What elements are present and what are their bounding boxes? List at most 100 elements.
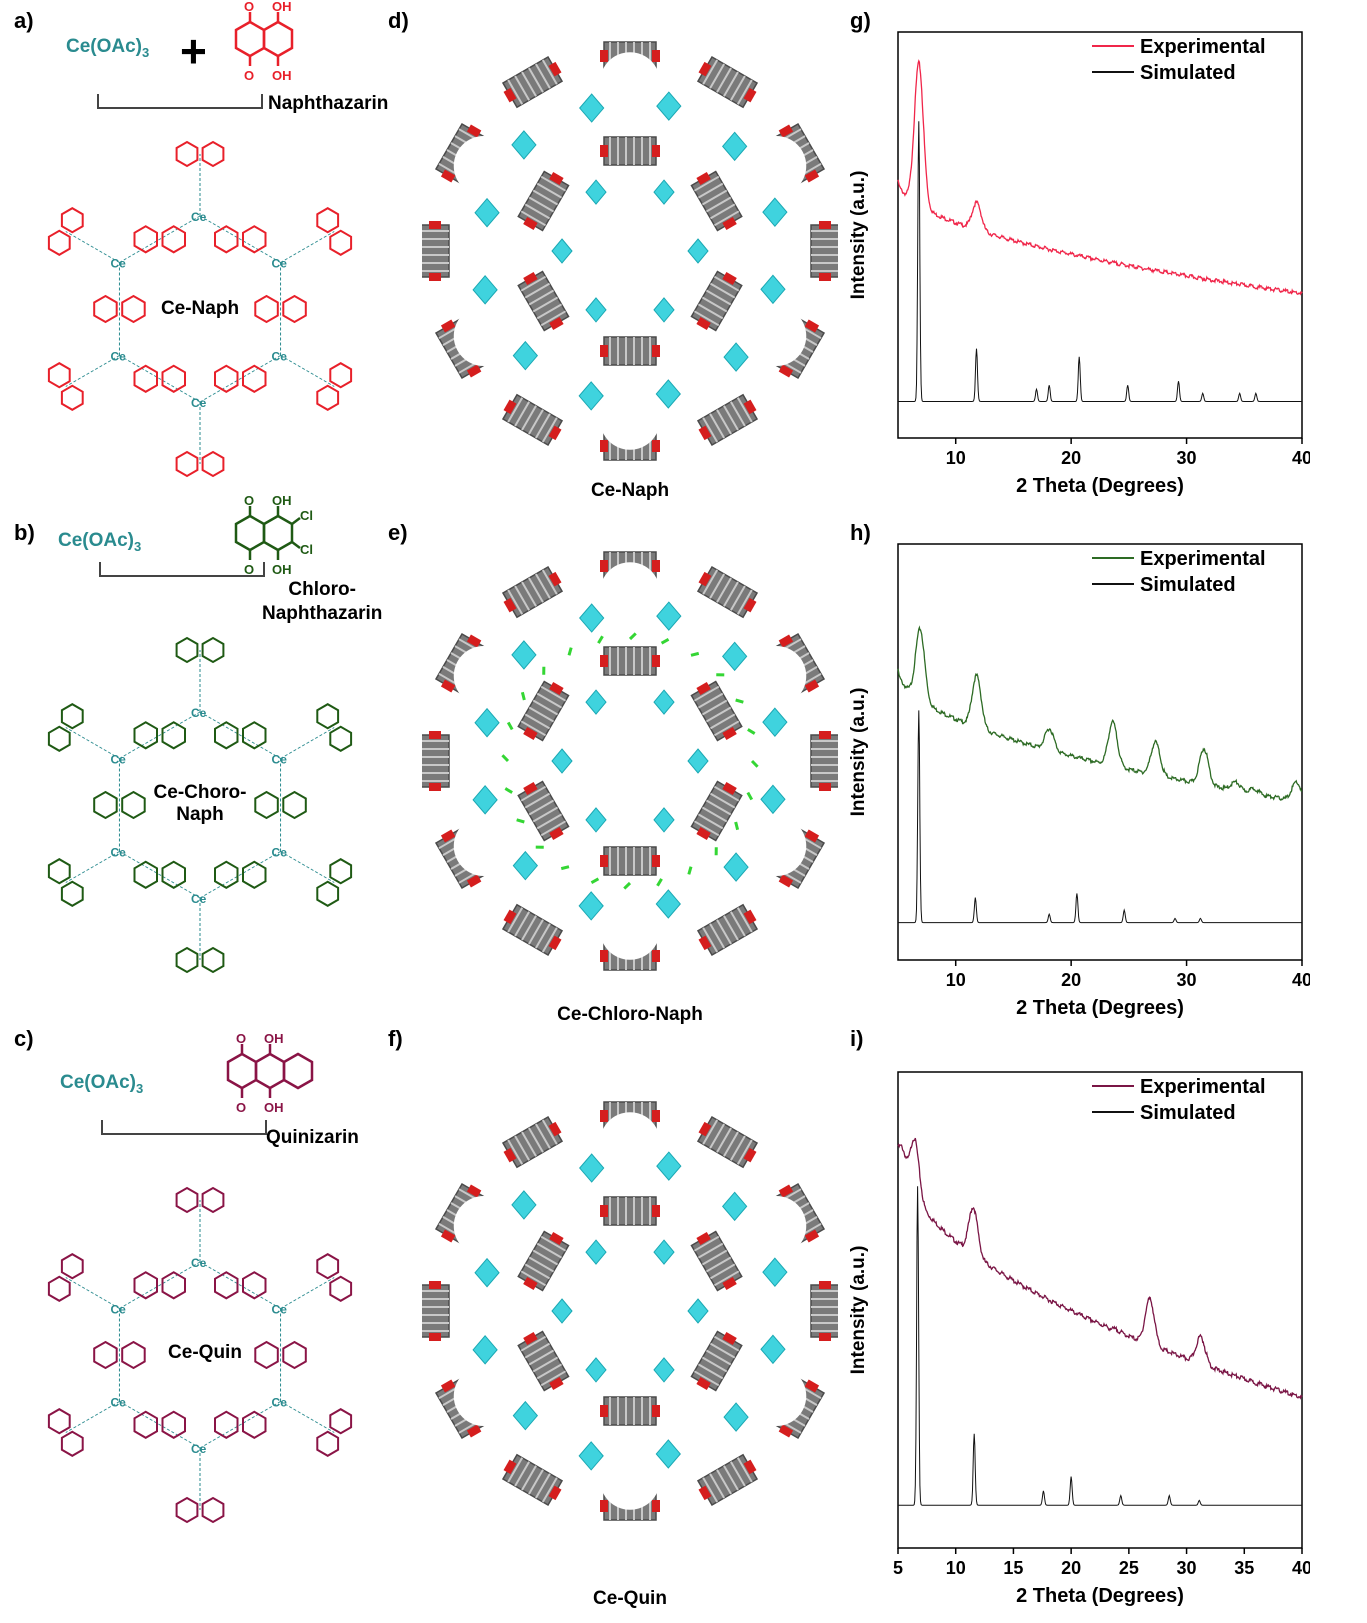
linker-molecule	[199, 1401, 281, 1449]
framework-name: Ce-Quin	[168, 1342, 242, 1363]
cerium-acetate-reagent: Ce(OAc)3	[66, 36, 150, 60]
linker-molecule	[47, 1253, 120, 1309]
svg-text:OH: OH	[272, 0, 292, 14]
linker-molecule	[280, 851, 353, 907]
cerium-node: Ce	[110, 350, 126, 364]
x-tick-label: 5	[893, 1558, 903, 1578]
linker-molecule	[119, 851, 201, 899]
linker-molecule	[175, 636, 225, 712]
linker-molecule	[280, 355, 353, 411]
svg-text:O: O	[244, 493, 254, 508]
y-axis-label: Intensity (a.u.)	[848, 171, 869, 300]
plot-frame	[897, 543, 1303, 961]
linker-name: Quinizarin	[266, 1127, 359, 1148]
linker-name: Naphthazarin	[268, 93, 389, 114]
crystal-structure-view	[422, 551, 838, 971]
svg-text:OH: OH	[272, 493, 292, 508]
cerium-node: Ce	[110, 1396, 126, 1410]
framework-scheme: Ce Ce Ce Ce Ce Ce	[47, 140, 353, 478]
x-tick-label: 40	[1292, 1558, 1310, 1578]
svg-text:OH: OH	[264, 1100, 284, 1115]
panel-label: i)	[850, 1026, 864, 1051]
x-axis-label: 2 Theta (Degrees)	[1016, 997, 1184, 1019]
panel-label: c)	[14, 1026, 34, 1051]
x-tick-label: 20	[1061, 1558, 1081, 1578]
cerium-node: Ce	[191, 892, 207, 906]
framework-lattice	[422, 1101, 838, 1521]
linker-molecule	[280, 1401, 353, 1457]
cerium-acetate-reagent: Ce(OAc)3	[58, 530, 142, 554]
panel-label: a)	[14, 8, 34, 33]
linker-molecule	[47, 1401, 120, 1457]
linker-molecule	[280, 703, 353, 759]
svg-text:Cl: Cl	[300, 542, 313, 557]
linker-molecule	[119, 1261, 201, 1309]
framework-scheme: Ce Ce Ce Ce Ce Ce	[47, 1186, 353, 1524]
series-line-experimental	[897, 1137, 1303, 1400]
x-tick-label: 30	[1177, 448, 1197, 468]
plot-frame	[897, 31, 1303, 439]
chloro-naphthazarin-molecule: O O OH OH Cl Cl	[234, 493, 313, 577]
x-tick-label: 20	[1061, 448, 1081, 468]
linker-molecule	[93, 758, 146, 852]
x-tick-label: 15	[1003, 1558, 1023, 1578]
panel-label: h)	[850, 520, 871, 545]
cerium-node: Ce	[110, 753, 126, 767]
xrd-chart: 10 20 30 40 2 Theta (Degrees) Intensity (a.u.…	[848, 31, 1310, 497]
svg-text:O: O	[236, 1100, 246, 1115]
svg-text:O: O	[244, 0, 254, 14]
linker-molecule	[254, 1308, 307, 1402]
cerium-node: Ce	[272, 753, 288, 767]
linker-molecule	[119, 1401, 201, 1449]
linker-molecule	[199, 851, 281, 899]
linker-molecule	[175, 1448, 225, 1524]
linker-molecule	[254, 758, 307, 852]
legend-label: Experimental	[1140, 36, 1266, 58]
series-line-experimental	[897, 59, 1303, 296]
linker-molecule	[119, 355, 201, 403]
x-tick-label: 10	[946, 448, 966, 468]
cerium-node: Ce	[191, 1256, 207, 1270]
svg-text:OH: OH	[272, 562, 292, 577]
linker-molecule	[175, 402, 225, 478]
cerium-node: Ce	[191, 1442, 207, 1456]
x-tick-label: 20	[1061, 970, 1081, 990]
legend-label: Simulated	[1140, 574, 1236, 596]
svg-text:OH: OH	[264, 1031, 284, 1046]
framework-lattice	[422, 41, 838, 461]
series-line-simulated	[898, 121, 1302, 402]
row-b: b) Ce(OAc)3 O O OH OH Cl Cl Chloro- Naph…	[0, 493, 1367, 1040]
framework-scheme: Ce Ce Ce Ce Ce Ce	[47, 636, 353, 974]
series-line-simulated	[898, 1186, 1302, 1506]
linker-molecule	[47, 355, 120, 411]
structure-caption: Ce-Quin	[593, 1588, 667, 1609]
svg-text:O: O	[236, 1031, 246, 1046]
series-line-experimental	[897, 625, 1303, 801]
x-tick-label: 30	[1177, 970, 1197, 990]
x-axis-label: 2 Theta (Degrees)	[1016, 475, 1184, 497]
reaction-bracket	[101, 1120, 267, 1135]
svg-text:O: O	[244, 68, 254, 83]
reaction-bracket	[99, 562, 265, 577]
linker-molecule	[47, 703, 120, 759]
row-c: c) Ce(OAc)3 O O OH OH Quinizarin Ce Ce Ce C…	[0, 1026, 1367, 1623]
structure-caption: Ce-Naph	[590, 480, 670, 501]
cerium-node: Ce	[272, 1396, 288, 1410]
structure-caption: Ce-Chloro-Naph	[557, 1004, 703, 1025]
xrd-chart: 10 20 30 40 2 Theta (Degrees) Intensity (a.u.…	[848, 543, 1310, 1019]
quinizarin-molecule: O O OH OH	[226, 1031, 314, 1115]
crystal-structure-view	[422, 1101, 838, 1521]
svg-text:OH: OH	[272, 68, 292, 83]
x-tick-label: 40	[1292, 970, 1310, 990]
reaction-bracket	[97, 94, 263, 109]
plus-sign: +	[180, 25, 207, 77]
y-axis-label: Intensity (a.u.)	[848, 688, 869, 817]
linker-molecule	[47, 207, 120, 263]
plot-frame	[897, 1071, 1303, 1549]
linker-molecule	[199, 1261, 281, 1309]
legend-label: Experimental	[1140, 548, 1266, 570]
cerium-node: Ce	[191, 210, 207, 224]
cerium-node: Ce	[110, 257, 126, 271]
linker-molecule	[254, 262, 307, 356]
legend-label: Experimental	[1140, 1076, 1266, 1098]
